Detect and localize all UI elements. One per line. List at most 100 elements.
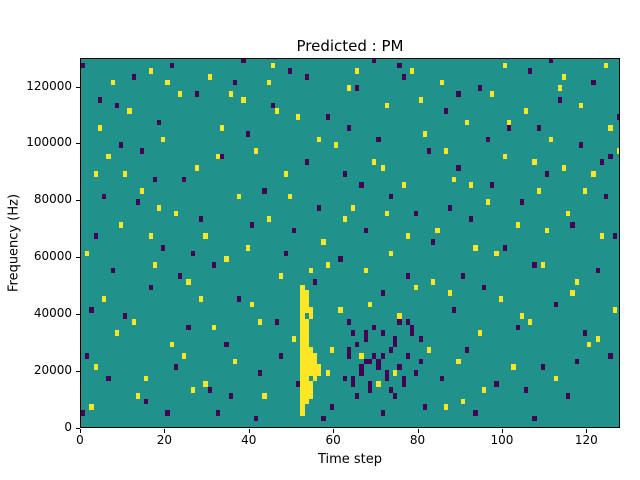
heatmap-cell-low (85, 353, 90, 359)
heatmap-cell-low (456, 91, 461, 97)
heatmap-cell-high (97, 125, 103, 131)
heatmap-cell-high (329, 347, 335, 353)
heatmap-cell-low (372, 324, 377, 331)
heatmap-cell-high (266, 79, 271, 86)
heatmap-cell-high (431, 279, 436, 285)
heatmap-cell-low (405, 353, 411, 359)
heatmap-cell-low (401, 381, 406, 388)
heatmap-cell-low (165, 409, 170, 416)
heatmap-cell-low (359, 182, 364, 188)
heatmap-cell-high (182, 353, 187, 359)
heatmap-cell-low (422, 404, 427, 410)
heatmap-cell-high (300, 358, 305, 365)
heatmap-cell-high (583, 187, 588, 194)
heatmap-cell-high (300, 290, 305, 297)
heatmap-cell-low (228, 392, 233, 399)
heatmap-cell-low (123, 313, 128, 319)
heatmap-cell-low (190, 250, 195, 257)
x-tick-mark (248, 429, 250, 433)
heatmap-cell-high (380, 165, 385, 171)
heatmap-cell-low (359, 370, 364, 376)
heatmap-cell-low (532, 415, 537, 422)
heatmap-cell-high (203, 381, 208, 388)
heatmap-cell-low (355, 392, 360, 399)
plot-area (80, 58, 620, 428)
heatmap-cell-low (207, 387, 212, 393)
heatmap-cell-high (338, 307, 343, 314)
heatmap-cell-high (110, 79, 115, 86)
heatmap-cell-high (300, 307, 305, 314)
heatmap-cell-low (397, 62, 402, 69)
heatmap-cell-high (161, 136, 166, 143)
heatmap-cell-low (216, 409, 221, 416)
heatmap-cell-low (380, 353, 385, 359)
chart-title: Predicted : PM (296, 37, 404, 55)
heatmap-cell-low (97, 96, 103, 103)
heatmap-cell-low (367, 387, 373, 393)
heatmap-cell-low (502, 244, 508, 251)
heatmap-cell-low (346, 318, 351, 325)
heatmap-cell-low (612, 233, 617, 240)
y-tick-label: 60000 (33, 249, 72, 264)
heatmap-cell-high (262, 392, 267, 399)
heatmap-cell-high (304, 353, 309, 359)
heatmap-cell-low (355, 341, 360, 348)
heatmap-cell-high (570, 290, 575, 297)
heatmap-cell-high (190, 387, 195, 393)
heatmap-cell-low (131, 74, 136, 80)
heatmap-cell-high (443, 404, 449, 410)
heatmap-cell-high (599, 233, 605, 240)
heatmap-cell-high (148, 233, 153, 240)
heatmap-cell-low (380, 290, 385, 297)
heatmap-cell-high (135, 392, 141, 399)
heatmap-cell-high (199, 296, 204, 302)
heatmap-cell-low (553, 301, 558, 308)
heatmap-cell-high (237, 193, 242, 200)
heatmap-cell-low (346, 353, 351, 359)
heatmap-cell-low (363, 330, 368, 336)
heatmap-cell-high (308, 387, 314, 393)
heatmap-cell-high (304, 341, 309, 348)
y-tick-label: 0 (64, 420, 72, 434)
heatmap-cell-high (140, 187, 145, 194)
heatmap-cell-high (245, 244, 250, 251)
heatmap-cell-high (300, 296, 305, 302)
heatmap-cell-low (291, 227, 297, 234)
heatmap-cell-high (443, 148, 449, 154)
heatmap-cell-high (435, 227, 440, 234)
heatmap-cell-high (515, 222, 520, 228)
heatmap-cell-high (283, 170, 288, 177)
heatmap-cell-low (486, 136, 491, 143)
heatmap-cell-low (351, 381, 356, 388)
heatmap-cell-low (540, 364, 546, 371)
heatmap-cell-high (266, 216, 271, 223)
heatmap-cell-low (401, 375, 406, 382)
heatmap-cell-high (300, 404, 305, 410)
heatmap-cell-low (224, 341, 229, 348)
heatmap-cell-low (397, 318, 402, 325)
heatmap-cell-high (241, 96, 246, 103)
heatmap-cell-high (308, 358, 314, 365)
heatmap-cell-low (380, 409, 385, 416)
heatmap-cell-high (566, 210, 571, 217)
heatmap-cell-high (114, 330, 119, 336)
heatmap-cell-low (464, 347, 470, 353)
heatmap-cell-high (304, 290, 309, 297)
heatmap-cell-high (228, 91, 233, 97)
heatmap-cell-high (422, 131, 427, 137)
heatmap-cell-high (131, 318, 136, 325)
heatmap-cell-low (452, 307, 457, 314)
heatmap-cell-high (540, 261, 546, 268)
heatmap-cell-low (89, 307, 94, 314)
heatmap-cell-high (313, 364, 318, 371)
heatmap-cell-low (591, 79, 596, 86)
heatmap-cell-high (270, 62, 276, 69)
heatmap-cell-low (93, 233, 98, 240)
heatmap-cell-high (486, 199, 491, 205)
heatmap-cell-low (393, 341, 398, 348)
heatmap-cell-low (287, 68, 292, 75)
heatmap-cell-low (372, 59, 377, 63)
heatmap-cell-low (262, 187, 267, 194)
heatmap-cell-high (102, 296, 107, 302)
heatmap-cell-low (304, 74, 309, 80)
